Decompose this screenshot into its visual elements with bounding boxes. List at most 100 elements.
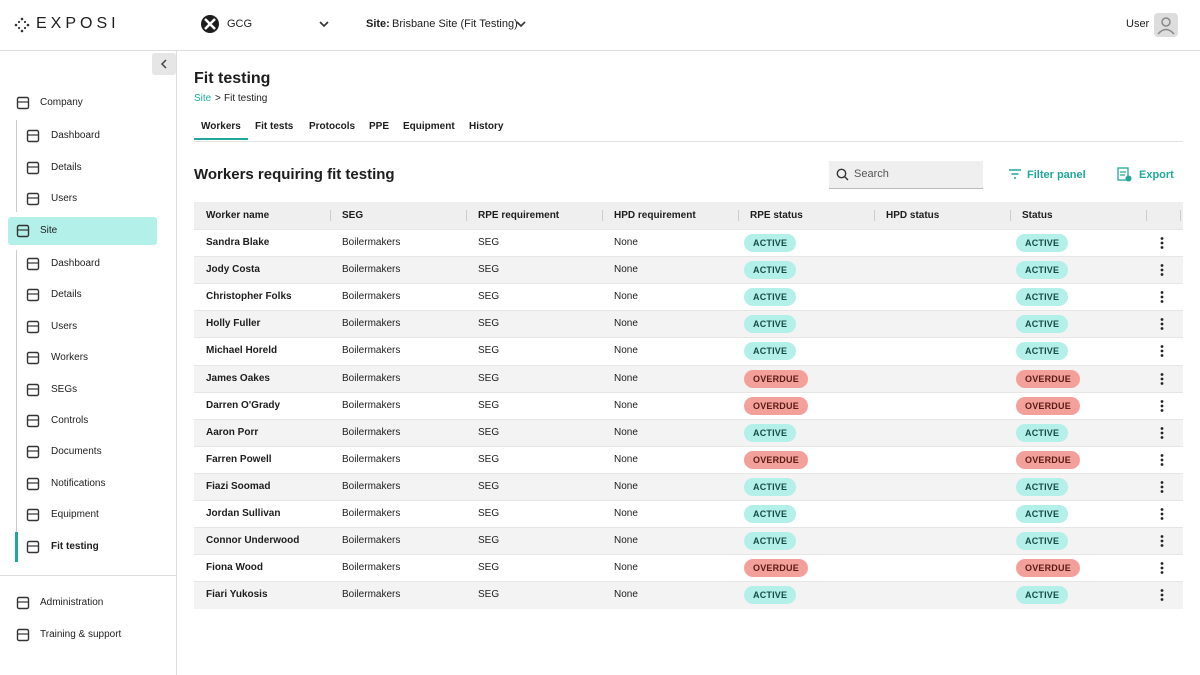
table-cell: Boilermakers [342, 480, 401, 492]
nav-item[interactable]: Dashboard [51, 130, 100, 141]
table-cell: Boilermakers [342, 399, 401, 411]
export-icon[interactable] [1117, 167, 1132, 182]
nav-icon [26, 192, 40, 206]
logo-icon [14, 17, 30, 33]
status-badge: ACTIVE [1016, 288, 1069, 307]
nav-item[interactable]: Users [51, 193, 78, 204]
status-badge: ACTIVE [744, 423, 797, 442]
nav-item[interactable]: Documents [51, 446, 102, 458]
collapse-button[interactable] [152, 53, 176, 75]
column-separator [1010, 210, 1011, 221]
tab[interactable]: Fit tests [255, 121, 294, 132]
table-cell: None [614, 237, 638, 248]
row-menu[interactable] [1158, 236, 1166, 250]
nav-item[interactable]: Administration [40, 597, 104, 608]
table-header [194, 202, 1183, 229]
nav-section[interactable]: Company [40, 97, 83, 108]
row-menu[interactable] [1158, 588, 1166, 602]
row-menu[interactable] [1158, 317, 1166, 331]
tab[interactable]: History [469, 121, 504, 132]
status-badge: ACTIVE [744, 532, 797, 551]
table-cell: Christopher Folks [206, 291, 292, 303]
column-header: Worker name [206, 210, 270, 221]
site-name[interactable]: Brisbane Site (Fit Testing) [392, 18, 518, 30]
nav-item[interactable]: SEGs [51, 383, 78, 395]
nav-item[interactable]: Dashboard [51, 258, 100, 269]
table-cell: None [614, 345, 638, 357]
table-cell: None [614, 508, 638, 519]
filter-button[interactable]: Filter panel [1027, 169, 1086, 181]
nav-icon [16, 628, 30, 641]
tab[interactable]: Workers [201, 121, 241, 132]
nav-item[interactable]: Equipment [51, 509, 99, 521]
row-menu[interactable] [1158, 290, 1166, 304]
nav-icon [26, 383, 40, 396]
table-cell: Aaron Porr [206, 426, 259, 438]
table-cell: None [614, 318, 638, 330]
nav-item[interactable]: Users [51, 320, 78, 332]
main: Fit testing Site > Fit testing Workers r… [177, 51, 1200, 675]
table-cell: None [614, 535, 638, 547]
status-badge: OVERDUE [744, 450, 808, 469]
row-menu[interactable] [1158, 480, 1166, 494]
brand: EXPOSI [36, 15, 120, 32]
table-cell: Boilermakers [342, 562, 401, 574]
nav-item[interactable]: Details [51, 161, 82, 173]
nav-icon [16, 596, 30, 610]
nav-item[interactable]: Controls [51, 415, 89, 426]
user-name[interactable]: User [1126, 18, 1150, 30]
chevron[interactable] [318, 18, 330, 30]
nav-item[interactable]: Training & support [40, 628, 122, 640]
tab[interactable]: Equipment [403, 121, 455, 132]
nav-item[interactable]: Fit testing [51, 540, 99, 552]
nav-icon [26, 161, 40, 174]
row-menu[interactable] [1158, 507, 1166, 521]
export-button[interactable]: Export [1139, 169, 1174, 181]
row-menu[interactable] [1158, 263, 1166, 277]
avatar[interactable] [1154, 13, 1178, 37]
row-menu[interactable] [1158, 561, 1166, 575]
table-cell: SEG [478, 291, 500, 303]
table-cell: SEG [478, 508, 500, 519]
nav-item[interactable]: Workers [51, 352, 89, 364]
row-menu[interactable] [1158, 453, 1166, 467]
tab[interactable]: Protocols [309, 121, 356, 132]
chevron[interactable] [515, 18, 527, 30]
table-cell: SEG [478, 345, 500, 357]
breadcrumb-link[interactable]: Site [194, 93, 212, 104]
row-menu[interactable] [1158, 534, 1166, 548]
table-cell: SEG [478, 372, 500, 384]
search-placeholder: Search [854, 168, 889, 180]
row-menu[interactable] [1158, 399, 1166, 413]
table-cell: Michael Horeld [206, 345, 278, 357]
column-separator [1146, 210, 1147, 221]
tab[interactable]: PPE [369, 121, 390, 132]
nav-item[interactable]: Notifications [51, 477, 106, 489]
nav-item[interactable]: Details [51, 289, 82, 301]
table-cell: Boilermakers [342, 426, 401, 438]
status-badge: OVERDUE [1016, 559, 1080, 578]
table-cell: Fiona Wood [206, 562, 264, 574]
row-menu[interactable] [1158, 426, 1166, 440]
status-badge: ACTIVE [1016, 342, 1069, 361]
table-cell: None [614, 399, 638, 411]
status-badge: ACTIVE [1016, 423, 1069, 442]
column-header: Status [1022, 210, 1053, 221]
nav-section[interactable]: Site [40, 225, 58, 236]
section-title: Workers requiring fit testing [194, 166, 395, 183]
column-header: HPD requirement [614, 210, 696, 221]
row-menu[interactable] [1158, 372, 1166, 386]
filter-icon[interactable] [1008, 168, 1022, 180]
table-cell: Boilermakers [342, 508, 401, 519]
org-name[interactable]: GCG [227, 18, 253, 30]
sidebar: Company Dashboard Details Users Site Dashboar… [0, 51, 177, 675]
table-cell: Boilermakers [342, 453, 401, 465]
table-cell: SEG [478, 237, 500, 248]
column-separator [1180, 210, 1181, 221]
table-cell: Darren O'Grady [206, 399, 281, 411]
nav-icon [16, 96, 30, 110]
table-cell: Boilermakers [342, 535, 401, 547]
row-menu[interactable] [1158, 344, 1166, 358]
search-box[interactable]: Search [829, 161, 983, 189]
